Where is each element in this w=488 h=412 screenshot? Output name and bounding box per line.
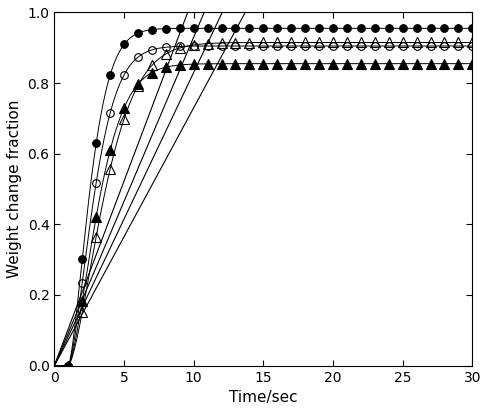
X-axis label: Time/sec: Time/sec: [229, 390, 298, 405]
Y-axis label: Weight change fraction: Weight change fraction: [7, 100, 22, 278]
